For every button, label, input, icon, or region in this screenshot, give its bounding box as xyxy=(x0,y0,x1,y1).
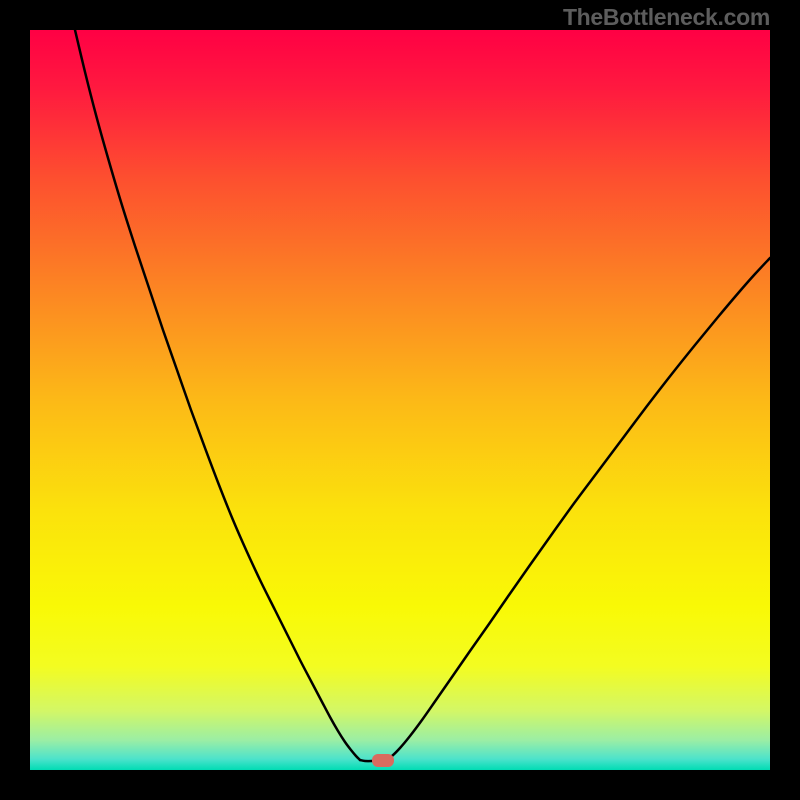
trough-marker xyxy=(372,754,394,767)
gradient-background xyxy=(30,30,770,770)
bottleneck-chart xyxy=(30,30,770,770)
chart-frame: TheBottleneck.com xyxy=(0,0,800,800)
watermark-text: TheBottleneck.com xyxy=(563,4,770,31)
plot-area xyxy=(30,30,770,770)
